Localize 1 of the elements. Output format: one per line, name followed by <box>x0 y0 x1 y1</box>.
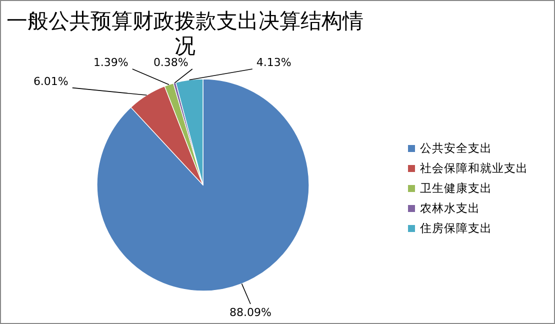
title: 一般公共预算财政拨款支出决算结构情况 <box>6 9 364 58</box>
